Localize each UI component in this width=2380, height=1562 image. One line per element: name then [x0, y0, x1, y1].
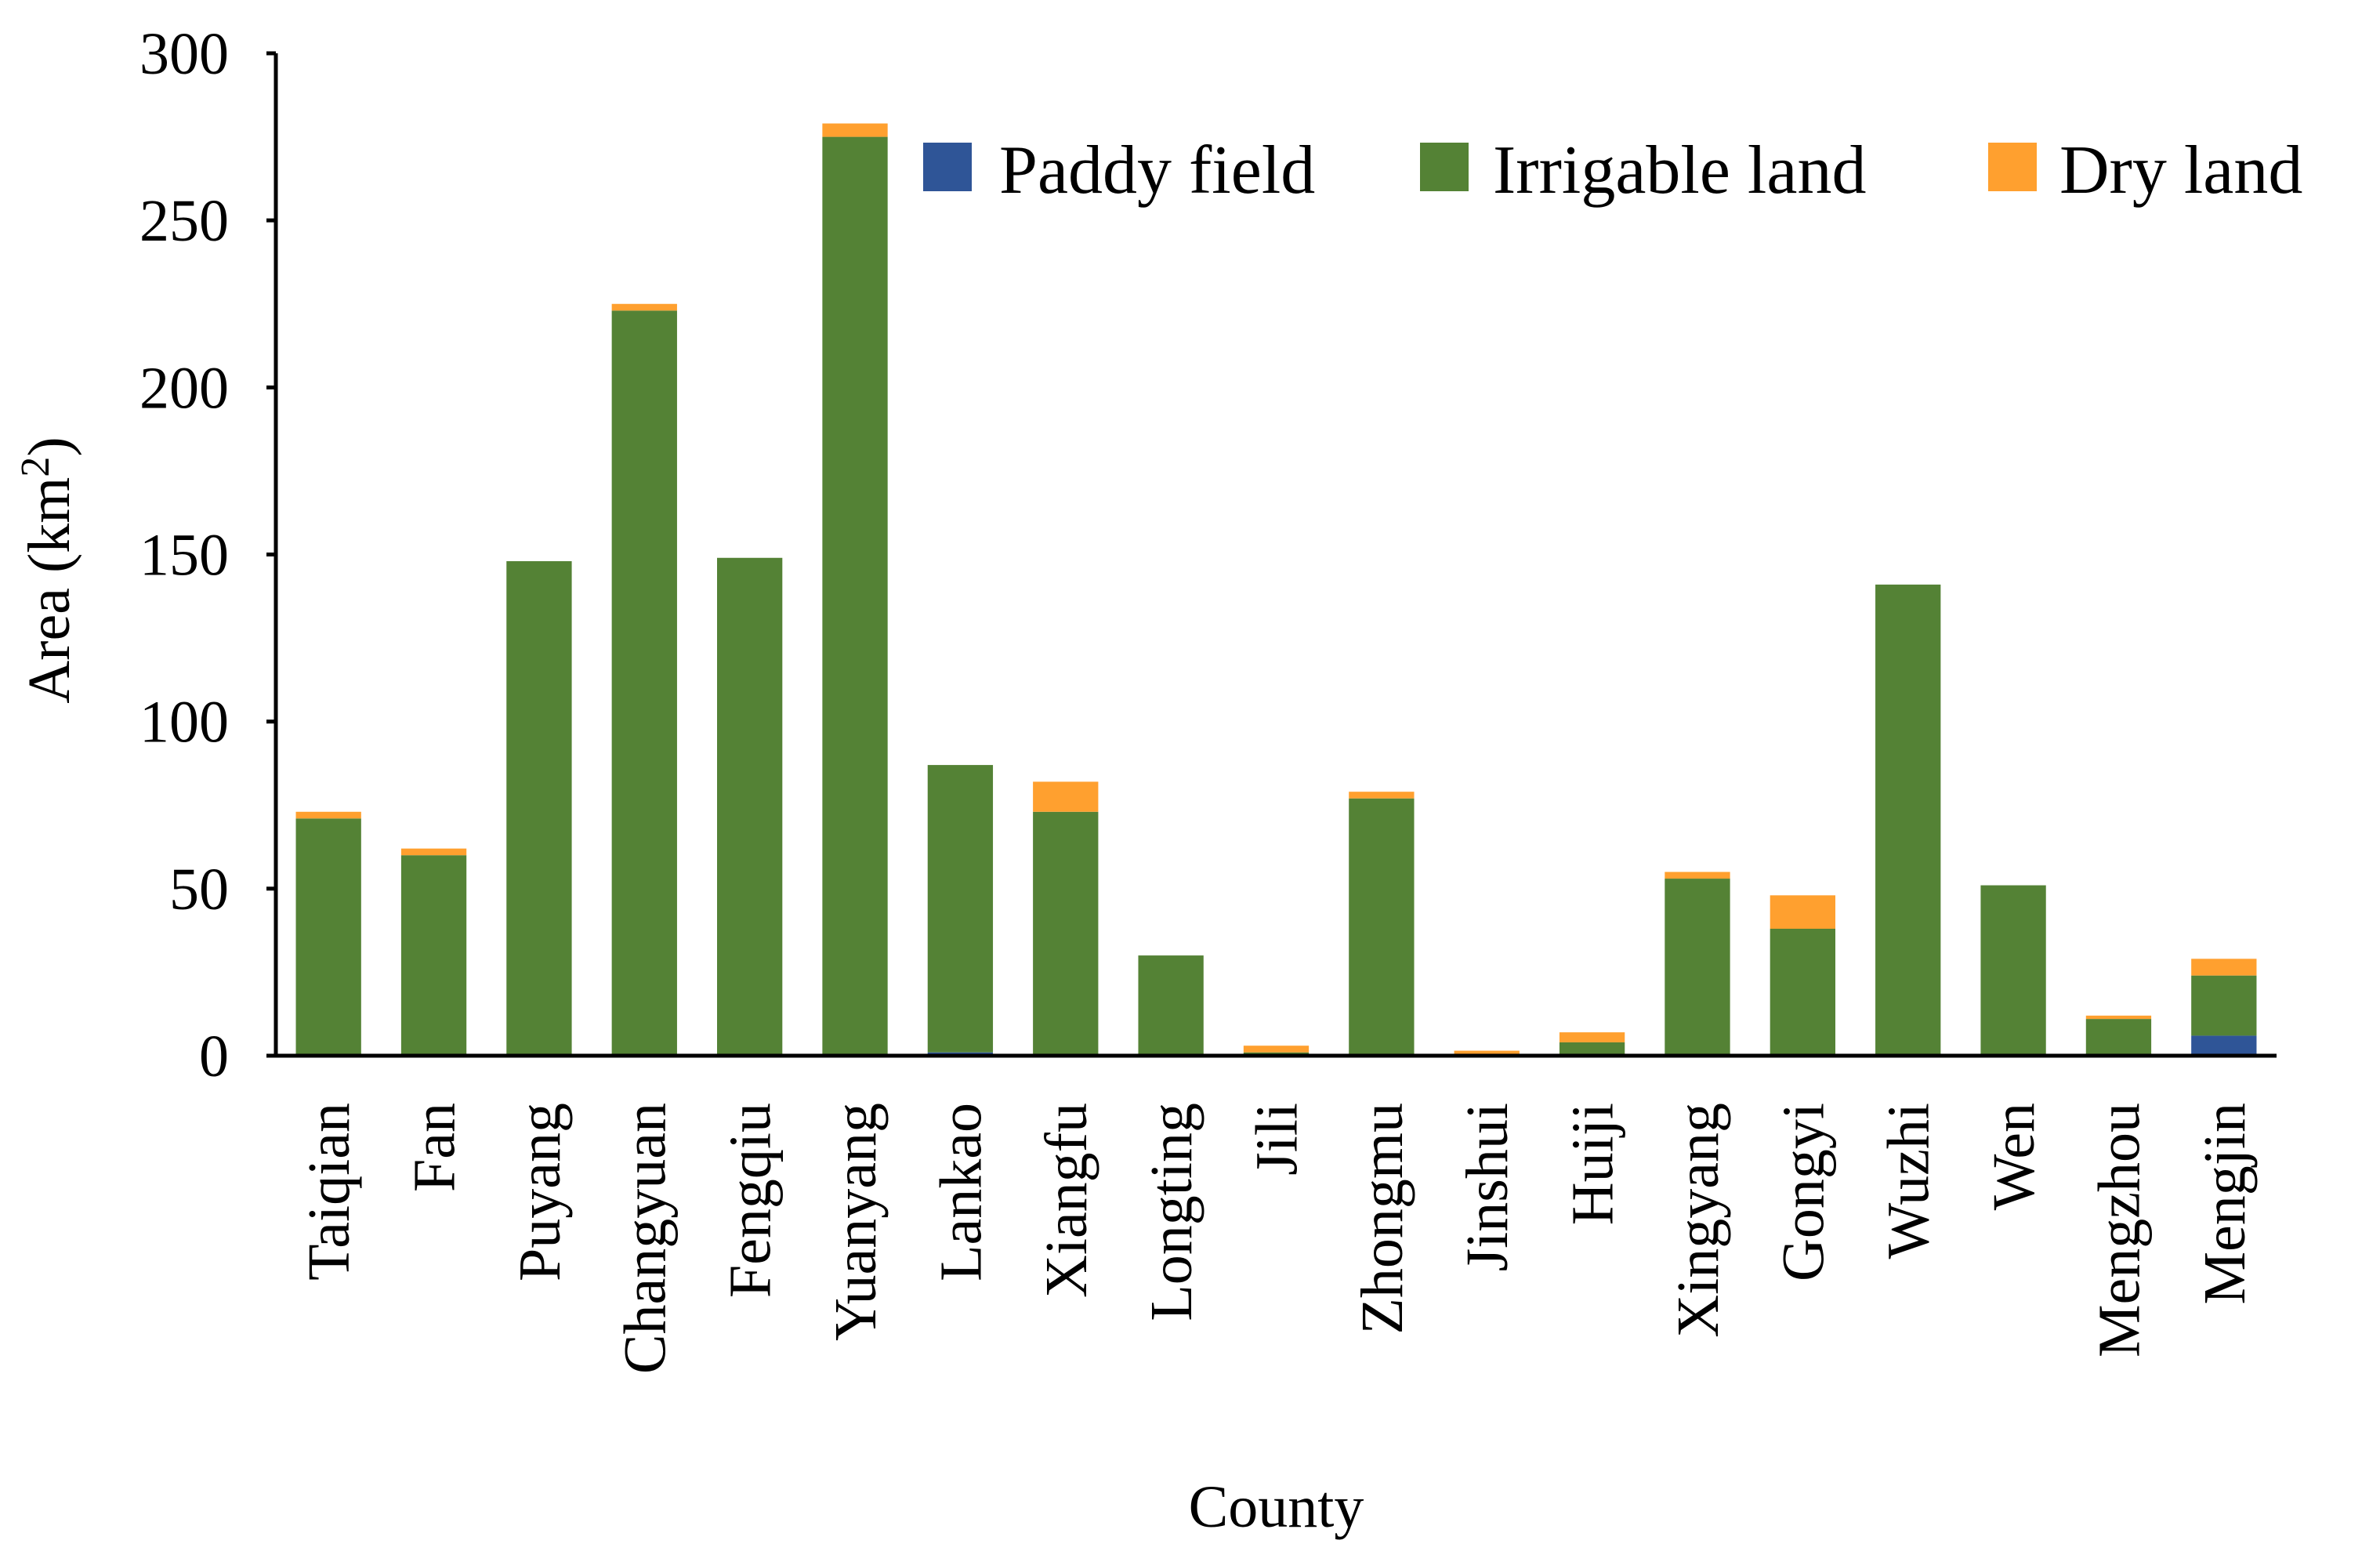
- x-tick-label: Puyang: [507, 1103, 573, 1281]
- bar-segment-dry-land: [611, 303, 677, 311]
- x-tick-label: Xingyang: [1665, 1103, 1731, 1338]
- bar-segment-irrigable-land: [1665, 879, 1730, 1056]
- bar-segment-irrigable-land: [1559, 1042, 1625, 1056]
- x-tick-label: Taiqian: [296, 1103, 362, 1281]
- y-axis-title-main: Area (km: [16, 477, 82, 704]
- y-tick-label: 250: [139, 188, 229, 254]
- bar-segment-dry-land: [2191, 959, 2257, 976]
- x-tick-label: Gongyi: [1770, 1103, 1836, 1281]
- y-tick-label: 0: [199, 1024, 229, 1089]
- y-ticks: 0 50 100 150 200 250 300: [139, 21, 276, 1089]
- bar-segment-dry-land: [822, 123, 888, 137]
- x-tick-label: Mengzhou: [2086, 1103, 2152, 1357]
- legend-swatch: [1420, 143, 1469, 191]
- y-tick-label: 200: [139, 355, 229, 421]
- bar-segment-irrigable-land: [822, 136, 888, 1056]
- x-tick-label: Wen: [1981, 1103, 2047, 1210]
- x-tick-label: Zhongmu: [1349, 1103, 1415, 1335]
- bar-segment-irrigable-land: [506, 561, 572, 1056]
- y-axis-title-superscript: 2: [13, 457, 58, 477]
- bar-segment-irrigable-land: [1770, 928, 1835, 1056]
- bars-layer: [295, 123, 2257, 1056]
- x-tick-label: Lankao: [928, 1103, 994, 1281]
- x-tick-label: Yuanyang: [823, 1103, 889, 1341]
- bar-segment-irrigable-land: [295, 818, 361, 1056]
- y-axis-title: Area (km2): [13, 437, 82, 703]
- x-tick-label: Fan: [402, 1103, 468, 1192]
- x-tick-label: Changyuan: [612, 1103, 678, 1374]
- y-tick-label: 50: [169, 857, 229, 922]
- x-axis-title: County: [1189, 1474, 1364, 1540]
- y-tick-label: 150: [139, 523, 229, 589]
- bar-segment-irrigable-land: [2191, 975, 2257, 1036]
- bar-segment-dry-land: [1349, 792, 1415, 799]
- x-tick-label: Jinshui: [1454, 1103, 1520, 1271]
- bar-segment-irrigable-land: [1875, 584, 1941, 1056]
- bar-segment-irrigable-land: [1033, 811, 1099, 1056]
- legend-swatch: [1988, 143, 2037, 191]
- x-tick-labels: Taiqian Fan Puyang Changyuan Fengqiu Yuanyang…: [296, 1103, 2258, 1374]
- legend-label: Paddy field: [999, 132, 1315, 208]
- bar-segment-irrigable-land: [611, 310, 677, 1056]
- bar-segment-dry-land: [1243, 1046, 1310, 1053]
- bar-segment-dry-land: [1770, 895, 1835, 929]
- bar-segment-irrigable-land: [927, 765, 994, 1053]
- bar-segment-irrigable-land: [400, 855, 467, 1056]
- x-tick-label: Xiangfu: [1034, 1103, 1099, 1298]
- x-tick-label: Jili: [1244, 1103, 1310, 1176]
- bar-segment-irrigable-land: [1138, 955, 1204, 1056]
- bar-segment-irrigable-land: [1349, 798, 1415, 1056]
- x-tick-label: Wuzhi: [1876, 1103, 1942, 1259]
- bar-segment-dry-land: [2085, 1015, 2152, 1020]
- x-tick-label: Fengqiu: [718, 1103, 784, 1298]
- legend-label: Dry land: [2059, 132, 2302, 208]
- legend-label: Irrigable land: [1493, 132, 1866, 208]
- x-tick-label: Huiji: [1560, 1103, 1626, 1225]
- legend: Paddy field Irrigable land Dry land: [923, 132, 2302, 208]
- bar-segment-dry-land: [1033, 781, 1099, 812]
- bar-segment-irrigable-land: [717, 557, 783, 1056]
- bar-segment-paddy-field: [2191, 1035, 2257, 1056]
- bar-segment-dry-land: [1665, 872, 1730, 879]
- y-axis-title-close: ): [16, 437, 82, 456]
- x-tick-label: Longting: [1139, 1103, 1204, 1321]
- bar-segment-irrigable-land: [1980, 885, 2046, 1056]
- bar-segment-dry-land: [1559, 1032, 1625, 1042]
- bar-segment-irrigable-land: [2085, 1019, 2152, 1056]
- y-tick-label: 300: [139, 21, 229, 87]
- y-tick-label: 100: [139, 690, 229, 756]
- bar-segment-dry-land: [295, 811, 361, 819]
- legend-swatch: [923, 143, 972, 191]
- bar-segment-dry-land: [1454, 1050, 1520, 1054]
- x-tick-label: Mengjin: [2192, 1103, 2258, 1305]
- bar-segment-dry-land: [400, 848, 467, 856]
